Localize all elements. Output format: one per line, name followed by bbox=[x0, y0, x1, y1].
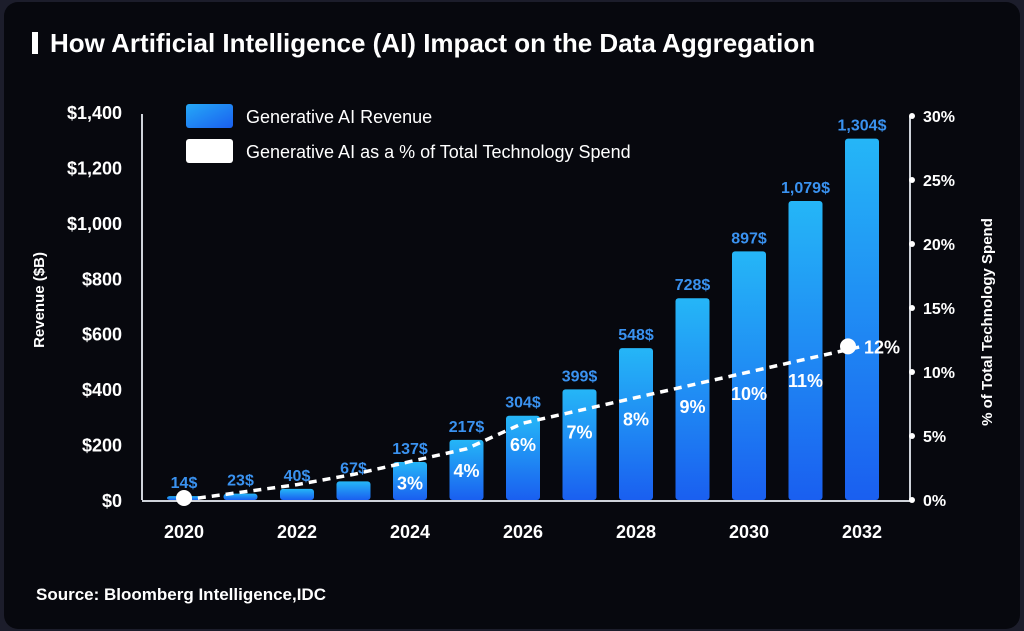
bar-data-label: 1,304$ bbox=[838, 118, 887, 135]
bar-data-label: 548$ bbox=[618, 327, 654, 344]
bar-data-label: 23$ bbox=[227, 473, 254, 490]
y2-tick-label: 20% bbox=[923, 237, 955, 254]
legend-swatch-revenue bbox=[186, 104, 233, 128]
y2-tick-label: 25% bbox=[923, 173, 955, 190]
x-tick-label: 2030 bbox=[729, 522, 769, 542]
line-data-label: 7% bbox=[566, 422, 592, 442]
y-tick-label: $200 bbox=[82, 436, 122, 456]
y-tick-label: $400 bbox=[82, 380, 122, 400]
x-tick-label: 2022 bbox=[277, 522, 317, 542]
y-tick-label: $600 bbox=[82, 325, 122, 345]
line-data-label: 10% bbox=[731, 384, 767, 404]
line-data-label: 3% bbox=[397, 474, 423, 494]
bar bbox=[336, 481, 371, 500]
y2-tick-dot bbox=[909, 497, 915, 503]
chart-title-text: How Artificial Intelligence (AI) Impact … bbox=[50, 28, 816, 58]
legend-swatch-percent bbox=[186, 139, 233, 163]
line-start-marker bbox=[176, 490, 192, 506]
bar-data-label: 304$ bbox=[505, 395, 541, 412]
y-tick-label: $0 bbox=[102, 491, 122, 511]
title-accent-bar bbox=[32, 32, 38, 54]
bar bbox=[562, 389, 597, 500]
y2-tick-dot bbox=[909, 305, 915, 311]
bar bbox=[506, 415, 540, 500]
bar-data-label: 399$ bbox=[562, 368, 598, 385]
y2-axis-label: % of Total Technology Spend bbox=[979, 218, 996, 426]
source-note: Source: Bloomberg Intelligence,IDC bbox=[36, 585, 326, 604]
bar-data-label: 137$ bbox=[392, 441, 428, 458]
line-data-label: 11% bbox=[788, 371, 823, 391]
y2-tick-label: 30% bbox=[923, 109, 955, 126]
y2-tick-label: 0% bbox=[923, 493, 946, 510]
chart-title: How Artificial Intelligence (AI) Impact … bbox=[32, 28, 815, 59]
bar bbox=[732, 251, 766, 500]
bar bbox=[449, 439, 484, 500]
bar bbox=[619, 348, 653, 500]
bar bbox=[788, 200, 823, 500]
legend-label-percent: Generative AI as a % of Total Technology… bbox=[246, 142, 631, 162]
bar-data-label: 67$ bbox=[340, 460, 367, 477]
bar bbox=[393, 462, 427, 500]
x-tick-label: 2024 bbox=[390, 522, 430, 542]
y-tick-label: $1,200 bbox=[67, 158, 122, 178]
x-tick-label: 2028 bbox=[616, 522, 656, 542]
y-tick-label: $1,000 bbox=[67, 214, 122, 234]
y-tick-label: $1,400 bbox=[67, 103, 122, 123]
bar bbox=[675, 298, 710, 500]
bar-data-label: 217$ bbox=[449, 419, 485, 436]
line-data-label: 6% bbox=[510, 435, 536, 455]
y2-tick-label: 10% bbox=[923, 365, 955, 382]
y2-tick-dot bbox=[909, 433, 915, 439]
x-tick-label: 2020 bbox=[164, 522, 204, 542]
legend-label-revenue: Generative AI Revenue bbox=[246, 107, 432, 127]
line-data-label: 4% bbox=[453, 461, 479, 481]
y2-tick-label: 15% bbox=[923, 301, 955, 318]
y2-tick-label: 5% bbox=[923, 429, 946, 446]
x-tick-label: 2032 bbox=[842, 522, 882, 542]
line-end-marker bbox=[840, 338, 856, 355]
bar-data-label: 897$ bbox=[731, 230, 767, 247]
bar bbox=[280, 488, 314, 500]
y-tick-label: $800 bbox=[82, 269, 122, 289]
line-data-label: 9% bbox=[679, 397, 705, 417]
x-tick-label: 2026 bbox=[503, 522, 543, 542]
y-axis-label: Revenue ($B) bbox=[31, 252, 48, 348]
y2-tick-dot bbox=[909, 241, 915, 247]
line-data-label: 12% bbox=[864, 337, 900, 357]
bar-data-label: 14$ bbox=[171, 475, 198, 492]
y2-tick-dot bbox=[909, 369, 915, 375]
bar-data-label: 728$ bbox=[675, 277, 711, 294]
bar-data-label: 40$ bbox=[284, 468, 311, 485]
bar bbox=[845, 138, 879, 500]
line-data-label: 8% bbox=[623, 410, 649, 430]
percent-line bbox=[183, 344, 863, 502]
y2-tick-dot bbox=[909, 113, 915, 119]
bar-data-label: 1,079$ bbox=[781, 180, 830, 197]
y2-tick-dot bbox=[909, 177, 915, 183]
